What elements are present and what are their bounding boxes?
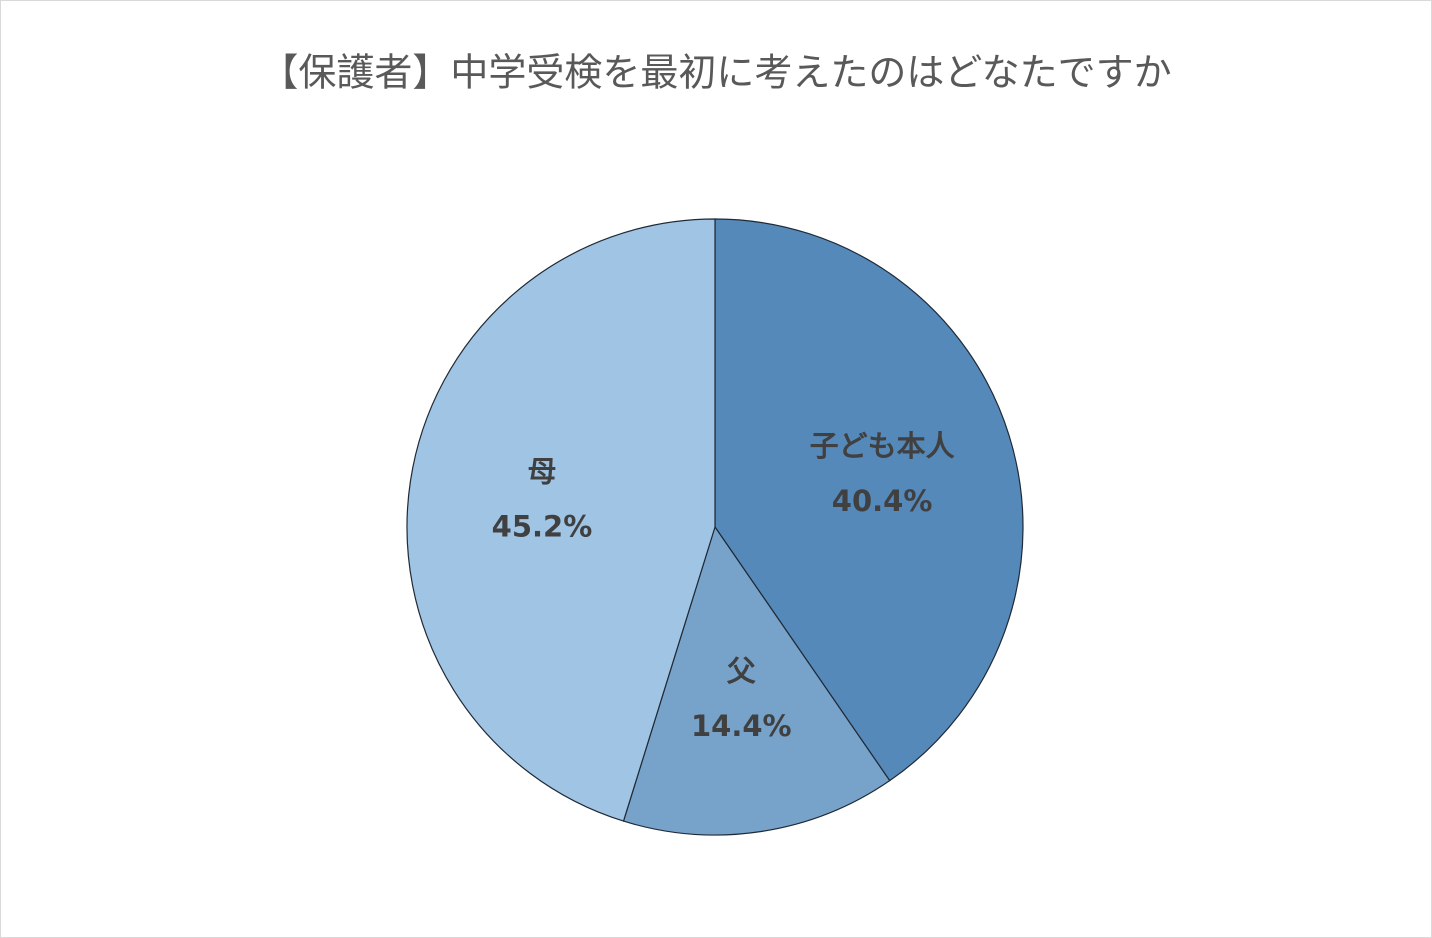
slice-category-label: 子ども本人 <box>810 429 955 463</box>
pie-slice <box>622 525 891 836</box>
slice-value-label: 45.2% <box>492 510 593 544</box>
chart-title: 【保護者】中学受検を最初に考えたのはどなたですか <box>260 51 1171 95</box>
slice-category-label: 父 <box>727 654 757 688</box>
pie-slice <box>406 218 716 822</box>
slice-value-label: 40.4% <box>832 484 933 518</box>
slice-value-label: 14.4% <box>691 709 792 743</box>
pie-slice <box>714 218 1024 782</box>
slice-category-label: 母 <box>527 455 556 489</box>
